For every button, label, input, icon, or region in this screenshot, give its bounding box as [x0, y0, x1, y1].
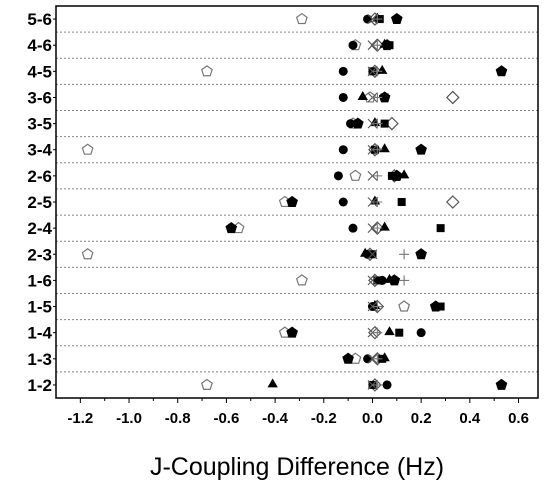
plus-point — [372, 327, 383, 338]
open-pentagon-point — [81, 143, 94, 155]
filled-square-point — [395, 328, 404, 337]
plus-point — [372, 197, 383, 207]
x-tick-label: 0.6 — [508, 410, 529, 427]
plus-point — [372, 170, 383, 181]
filled-pentagon-point — [225, 222, 238, 234]
y-tick-label: 2-5 — [27, 193, 52, 212]
plus-point — [372, 301, 383, 312]
filled-square-point — [373, 276, 382, 285]
filled-circle-point — [348, 223, 358, 233]
filled-pentagon-point — [286, 326, 298, 338]
y-tick-label: 3-4 — [27, 141, 52, 160]
cross-point — [367, 275, 378, 286]
filled-pentagon-point — [286, 195, 298, 207]
y-tick-label: 2-6 — [27, 167, 52, 186]
filled-circle-point — [338, 197, 348, 207]
open-diamond-point — [445, 195, 460, 209]
filled-circle-point — [382, 380, 392, 390]
filled-pentagon-point — [378, 91, 391, 103]
filled-pentagon-point — [415, 248, 427, 260]
x-tick-label: -0.6 — [213, 410, 239, 427]
filled-pentagon-point — [352, 117, 364, 129]
y-tick-label: 1-5 — [27, 298, 52, 317]
open-diamond-point — [445, 90, 460, 105]
y-tick-label: 1-6 — [27, 271, 52, 290]
x-tick-label: -1.0 — [116, 410, 142, 427]
x-tick-label: -0.4 — [262, 410, 289, 427]
y-tick-label: 4-5 — [27, 62, 52, 81]
filled-pentagon-point — [342, 352, 354, 364]
filled-circle-point — [416, 328, 426, 338]
open-pentagon-point — [295, 12, 308, 25]
x-tick-labels: -1.2 -1.0 -0.8 -0.6 -0.4 -0.2 0.0 0.2 0.4 0.6 — [67, 398, 529, 427]
y-tick-label: 2-4 — [27, 219, 52, 238]
filled-triangle-point — [379, 143, 390, 153]
filled-circle-point — [333, 171, 343, 181]
open-pentagon-point — [200, 378, 213, 390]
y-tick-label: 5-6 — [27, 10, 52, 29]
open-pentagon-point — [295, 274, 308, 286]
y-tick-labels: 5-6 4-6 4-5 3-6 3-5 3-4 2-6 2-5 2-4 2-3 1-6 1-5 1-4 1… — [27, 10, 56, 395]
open-pentagon-point — [349, 169, 362, 181]
y-tick-label: 4-6 — [27, 36, 52, 55]
open-pentagon-point — [398, 300, 411, 312]
y-tick-label: 1-3 — [27, 350, 52, 369]
x-tick-label: 0.2 — [411, 410, 432, 427]
filled-circle-point — [338, 66, 348, 76]
gridlines — [56, 31, 538, 373]
filled-triangle-point — [384, 326, 395, 336]
filled-circle-point — [363, 354, 373, 364]
filled-square-point — [436, 224, 445, 233]
x-tick-label: -1.2 — [67, 410, 93, 427]
cross-point — [367, 249, 378, 260]
filled-circle-point — [348, 40, 358, 50]
y-tick-label: 3-6 — [27, 88, 52, 107]
plus-point — [372, 14, 383, 25]
plus-point — [372, 118, 383, 129]
plus-point — [372, 92, 383, 103]
plus-point — [372, 379, 383, 390]
filled-pentagon-point — [429, 300, 442, 312]
x-tick-label: -0.8 — [165, 410, 191, 427]
open-pentagon-point — [81, 248, 94, 260]
open-pentagon-point — [200, 65, 213, 77]
y-tick-label: 3-5 — [27, 115, 52, 134]
y-tick-label: 2-3 — [27, 245, 52, 264]
x-tick-label: 0.4 — [459, 410, 481, 427]
filled-circle-point — [363, 14, 373, 24]
filled-triangle-point — [267, 378, 278, 388]
plus-point — [372, 353, 383, 364]
plus-point — [399, 249, 410, 260]
plot-frame — [55, 5, 539, 399]
filled-pentagon-point — [415, 143, 427, 155]
x-tick-label: 0.0 — [362, 410, 383, 427]
y-tick-label: 1-4 — [27, 324, 52, 343]
filled-triangle-point — [357, 90, 368, 100]
filled-square-point — [380, 119, 389, 128]
filled-pentagon-point — [381, 39, 393, 51]
x-axis-label: J-Coupling Difference (Hz) — [150, 453, 444, 481]
x-tick-label: -0.2 — [311, 410, 337, 427]
plus-point — [399, 275, 410, 286]
filled-circle-point — [338, 92, 348, 102]
filled-pentagon-point — [495, 378, 508, 390]
filled-pentagon-point — [388, 274, 401, 286]
data-points — [81, 12, 508, 392]
filled-pentagon-point — [390, 12, 403, 25]
y-tick-label: 1-2 — [27, 376, 52, 395]
plus-point — [372, 66, 383, 77]
plus-point — [372, 40, 383, 51]
filled-circle-point — [338, 145, 348, 155]
filled-triangle-point — [359, 247, 371, 257]
plus-point — [372, 144, 383, 155]
filled-square-point — [397, 198, 406, 206]
filled-pentagon-point — [390, 169, 403, 181]
filled-pentagon-point — [495, 65, 508, 77]
plus-point — [372, 223, 383, 234]
